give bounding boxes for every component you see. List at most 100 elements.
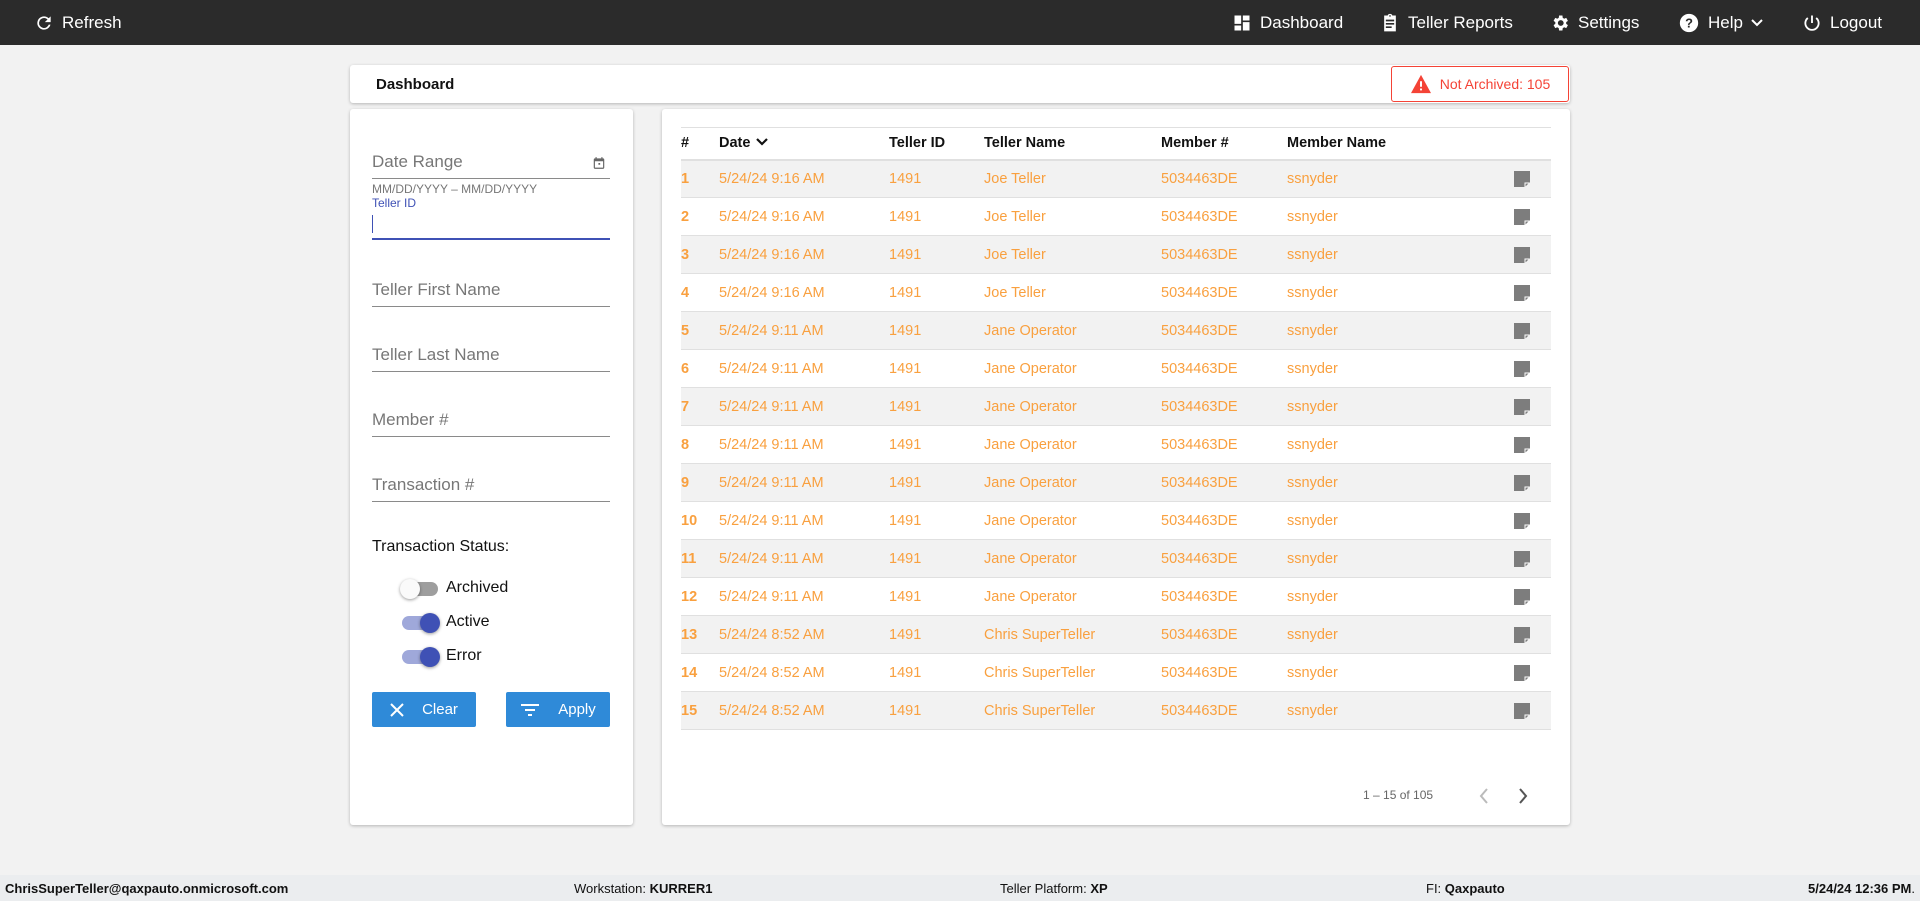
warning-icon: [1410, 74, 1431, 94]
note-icon[interactable]: [1514, 360, 1530, 377]
table-row[interactable]: 13 5/24/24 8:52 AM 1491 Chris SuperTeller 50…: [681, 615, 1551, 654]
teller-id-input[interactable]: [372, 212, 610, 240]
note-icon[interactable]: [1514, 170, 1530, 187]
column-header-label: Member #: [1161, 135, 1229, 152]
table-row[interactable]: 1 5/24/24 9:16 AM 1491 Joe Teller 5034463DE s…: [681, 159, 1551, 198]
toggle-active[interactable]: [402, 613, 440, 633]
note-icon[interactable]: [1514, 512, 1530, 529]
note-icon[interactable]: [1514, 474, 1530, 491]
note-icon[interactable]: [1514, 588, 1530, 605]
table-cell-action: [1483, 387, 1551, 426]
column-header: Member #: [1161, 127, 1287, 161]
table-row[interactable]: 15 5/24/24 8:52 AM 1491 Chris SuperTeller 50…: [681, 691, 1551, 730]
calendar-icon[interactable]: [592, 156, 606, 170]
sort-down-icon[interactable]: [756, 137, 769, 147]
table-row[interactable]: 9 5/24/24 9:11 AM 1491 Jane Operator 5034463…: [681, 463, 1551, 502]
note-icon[interactable]: [1514, 398, 1530, 415]
clear-button[interactable]: Clear: [372, 692, 476, 727]
table-cell-action: [1483, 159, 1551, 198]
date-format-hint: MM/DD/YYYY – MM/DD/YYYY: [372, 182, 538, 196]
table-cell: Jane Operator: [984, 463, 1161, 502]
table-cell: 5/24/24 8:52 AM: [719, 653, 889, 692]
transaction-number-input[interactable]: Transaction #: [372, 475, 610, 502]
table-row[interactable]: 10 5/24/24 9:11 AM 1491 Jane Operator 503446…: [681, 501, 1551, 540]
nav-dashboard-label: Dashboard: [1260, 12, 1344, 32]
clipboard-icon: [1384, 13, 1396, 31]
column-header[interactable]: Date: [719, 127, 889, 161]
table-cell: 2: [681, 197, 719, 236]
table-cell: 5/24/24 9:11 AM: [719, 349, 889, 388]
next-page-button[interactable]: [1517, 787, 1529, 805]
apply-button[interactable]: Apply: [506, 692, 610, 727]
table-row[interactable]: 14 5/24/24 8:52 AM 1491 Chris SuperTeller 50…: [681, 653, 1551, 692]
table-cell-action: [1483, 501, 1551, 540]
filter-icon: [521, 703, 540, 716]
member-number-input[interactable]: Member #: [372, 410, 610, 437]
footer-fi: FI: Qaxpauto: [1426, 881, 1505, 896]
date-range-input[interactable]: Date Range: [372, 152, 610, 179]
not-archived-badge[interactable]: Not Archived: 105: [1391, 66, 1569, 102]
table-cell: ssnyder: [1287, 159, 1483, 198]
table-row[interactable]: 2 5/24/24 9:16 AM 1491 Joe Teller 5034463DE s…: [681, 197, 1551, 236]
toggle-archived[interactable]: [400, 579, 438, 599]
table-cell: 15: [681, 691, 719, 730]
table-cell: 12: [681, 577, 719, 616]
table-cell: 1491: [889, 463, 984, 502]
refresh-button[interactable]: Refresh: [34, 0, 122, 45]
nav-help[interactable]: ? Help: [1678, 0, 1763, 45]
note-icon[interactable]: [1514, 436, 1530, 453]
table-cell: 5/24/24 8:52 AM: [719, 691, 889, 730]
table-cell: 1: [681, 159, 719, 198]
teller-last-name-input[interactable]: Teller Last Name: [372, 345, 610, 372]
table-cell: 11: [681, 539, 719, 578]
table-row[interactable]: 4 5/24/24 9:16 AM 1491 Joe Teller 5034463DE s…: [681, 273, 1551, 312]
table-row[interactable]: 8 5/24/24 9:11 AM 1491 Jane Operator 5034463…: [681, 425, 1551, 464]
toggle-knob: [420, 613, 440, 633]
platform-value: XP: [1090, 881, 1108, 896]
table-row[interactable]: 7 5/24/24 9:11 AM 1491 Jane Operator 5034463…: [681, 387, 1551, 426]
table-row[interactable]: 5 5/24/24 9:11 AM 1491 Jane Operator 5034463…: [681, 311, 1551, 350]
toggle-label: Active: [446, 613, 490, 630]
toggle-error[interactable]: [402, 647, 440, 667]
prev-page-button[interactable]: [1478, 787, 1490, 805]
platform-label: Teller Platform:: [1000, 881, 1091, 896]
table-cell: 5034463DE: [1161, 539, 1287, 578]
table-cell: 5034463DE: [1161, 577, 1287, 616]
nav-settings[interactable]: Settings: [1550, 0, 1639, 45]
note-icon[interactable]: [1514, 322, 1530, 339]
table-cell: 5034463DE: [1161, 311, 1287, 350]
table-cell: Joe Teller: [984, 235, 1161, 274]
table-cell: 14: [681, 653, 719, 692]
nav-teller-reports[interactable]: Teller Reports: [1380, 0, 1513, 45]
table-cell: 1491: [889, 615, 984, 654]
toggle-knob: [400, 579, 420, 599]
teller-first-name-input[interactable]: Teller First Name: [372, 280, 610, 307]
table-cell-action: [1483, 235, 1551, 274]
note-icon[interactable]: [1514, 702, 1530, 719]
teller-id-label: Teller ID: [372, 196, 417, 210]
nav-logout[interactable]: Logout: [1802, 0, 1882, 45]
table-cell: ssnyder: [1287, 425, 1483, 464]
note-icon[interactable]: [1514, 626, 1530, 643]
note-icon[interactable]: [1514, 664, 1530, 681]
table-cell-action: [1483, 615, 1551, 654]
table-cell: ssnyder: [1287, 539, 1483, 578]
table-cell: ssnyder: [1287, 349, 1483, 388]
note-icon[interactable]: [1514, 284, 1530, 301]
table-cell: ssnyder: [1287, 691, 1483, 730]
table-row[interactable]: 12 5/24/24 9:11 AM 1491 Jane Operator 503446…: [681, 577, 1551, 616]
note-icon[interactable]: [1514, 246, 1530, 263]
note-icon[interactable]: [1514, 208, 1530, 225]
note-icon[interactable]: [1514, 550, 1530, 567]
footer-platform: Teller Platform: XP: [1000, 881, 1108, 896]
text-cursor: [372, 215, 373, 233]
table-row[interactable]: 3 5/24/24 9:16 AM 1491 Joe Teller 5034463DE s…: [681, 235, 1551, 274]
table-cell: 5034463DE: [1161, 425, 1287, 464]
table-cell: 3: [681, 235, 719, 274]
table-cell: 13: [681, 615, 719, 654]
table-row[interactable]: 11 5/24/24 9:11 AM 1491 Jane Operator 503446…: [681, 539, 1551, 578]
chevron-down-icon: [1751, 18, 1763, 26]
nav-dashboard[interactable]: Dashboard: [1232, 0, 1343, 45]
table-row[interactable]: 6 5/24/24 9:11 AM 1491 Jane Operator 5034463…: [681, 349, 1551, 388]
column-header: #: [681, 127, 719, 161]
